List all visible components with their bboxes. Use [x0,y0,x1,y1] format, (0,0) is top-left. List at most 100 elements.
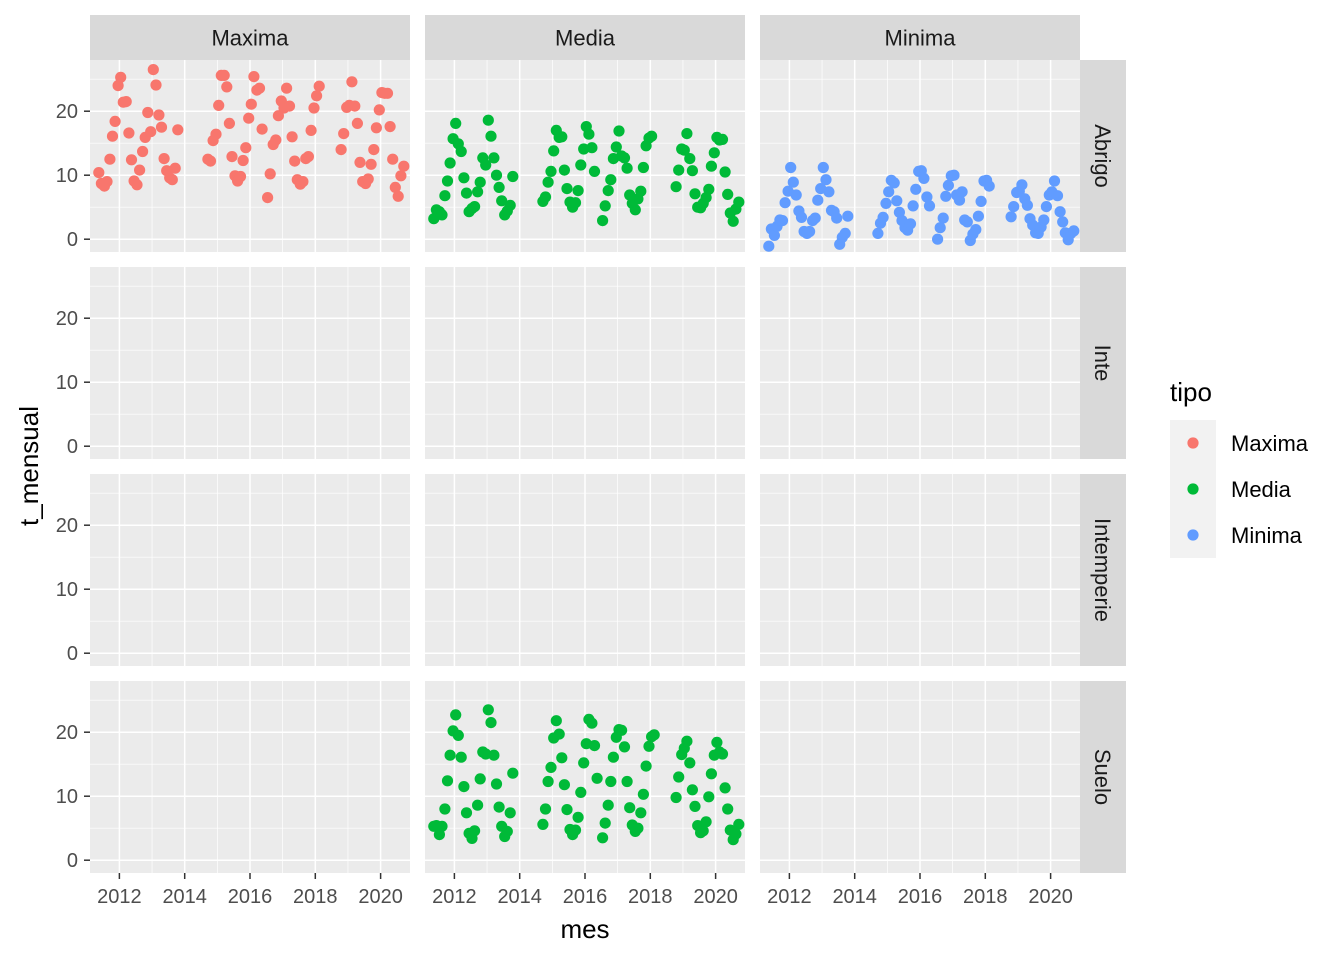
data-point [763,240,775,252]
data-point [621,775,633,788]
data-point [572,185,584,197]
data-point [842,210,854,222]
data-point [883,186,895,198]
data-point [1008,201,1020,213]
data-point [670,181,682,193]
x-tick-label: 2018 [628,886,673,908]
data-point [281,82,293,94]
data-point [621,162,633,174]
x-tick-label: 2016 [898,886,943,908]
data-point [338,128,350,140]
data-point [142,106,154,119]
data-point [490,778,503,790]
data-point [1048,175,1061,187]
data-point [270,134,282,146]
x-axis-title: mes [560,914,609,944]
data-point [880,197,892,209]
data-point [472,186,484,198]
data-point [115,71,127,83]
y-tick-label: 0 [67,850,78,872]
legend-swatch [1187,529,1199,541]
data-point [678,144,690,156]
legend-label: Minima [1231,523,1303,548]
data-point [450,117,462,129]
data-point [787,176,799,188]
data-point [436,209,448,221]
data-point [561,183,573,195]
data-point [934,222,946,234]
data-point [613,125,625,137]
data-point [368,144,380,156]
data-point [711,736,723,749]
data-point [817,161,829,174]
data-point [569,197,582,209]
data-point [482,114,494,126]
data-point [888,177,900,189]
data-point [488,152,500,164]
data-point [556,752,568,764]
data-point [599,200,611,212]
data-point [460,807,473,819]
data-point [213,99,225,111]
strip-background [1080,60,1126,252]
data-point [474,176,486,188]
points-media-suelo [428,704,745,846]
data-point [643,740,655,752]
legend-label: Media [1231,477,1292,502]
strip-label: Suelo [1090,749,1115,805]
x-tick-label: 2012 [767,886,812,908]
data-point [823,186,835,198]
data-point [539,803,552,815]
data-point [588,740,601,752]
data-point [311,90,323,102]
data-point [507,170,519,183]
data-point [256,123,268,135]
data-point [790,189,802,201]
data-point [458,172,470,184]
legend-items: Maxima Media Minima [1170,420,1309,558]
x-tick-label: 2018 [293,886,338,908]
strip-maxima: Maxima [90,15,410,60]
data-point [243,112,255,124]
strip-background [90,15,410,60]
data-point [297,176,309,188]
data-point [670,791,682,804]
data-point [975,195,987,207]
data-point [237,154,249,167]
data-point [719,166,731,178]
data-point [384,121,396,133]
data-point [605,775,617,788]
data-point [441,175,454,187]
legend-title: tipo [1170,377,1212,407]
data-point [123,127,135,139]
data-point [820,174,832,186]
data-point [504,199,516,211]
data-point [488,749,500,761]
data-point [575,159,587,171]
data-point [472,799,484,811]
data-point [839,227,851,239]
y-tick-label: 10 [56,372,78,394]
legend-swatch [1187,437,1199,449]
panel-maxima-inte [90,267,410,459]
data-point [583,128,595,140]
strip-background [425,15,745,60]
data-point [578,757,590,769]
data-point [153,109,165,121]
data-point [550,715,562,727]
data-point [809,212,821,224]
data-point [104,153,116,165]
data-point [586,717,598,729]
panel-minima-inte [760,267,1080,459]
data-point [223,117,235,129]
legend-label: Maxima [1231,431,1309,456]
data-point [501,825,513,838]
data-point [1016,179,1028,191]
panel-media-inte [425,267,745,459]
y-tick-label: 20 [56,308,78,330]
facet-strips: Maxima Media Minima Abrigo Inte Intemperie Sue… [90,15,1126,873]
data-point [373,104,385,116]
data-point [722,188,734,200]
data-point [733,196,745,208]
data-point [395,170,407,182]
